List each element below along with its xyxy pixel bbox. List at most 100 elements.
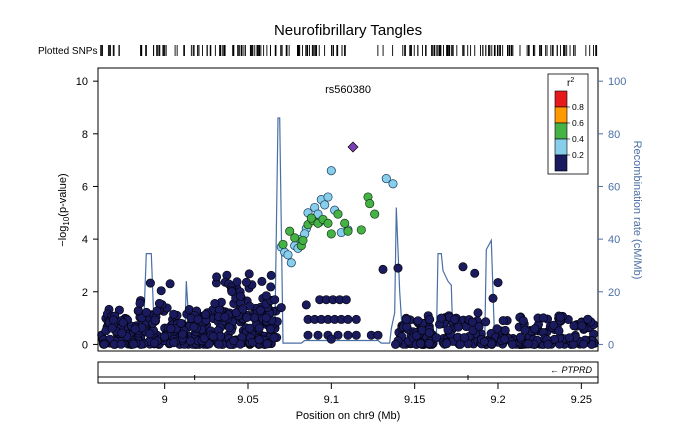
snp-track [100, 45, 598, 56]
legend-label: 0.8 [572, 102, 584, 112]
snp-point-low-ld [266, 282, 276, 292]
snp-point-low-ld [254, 335, 264, 345]
snp-point-low-ld [133, 306, 143, 316]
x-tick-label: 9.05 [237, 394, 258, 406]
snp-point-low-ld [431, 333, 441, 343]
snp-point-low-ld [424, 328, 434, 338]
snp-point-low-ld [152, 306, 162, 316]
y2-axis-label: Recombination rate (cM/Mb) [631, 141, 643, 280]
snp-point-low-ld [99, 339, 109, 349]
y-axis-label-suffix: (p-value) [57, 173, 69, 216]
recombination-line [98, 117, 598, 344]
snp-point-low-ld [261, 313, 271, 323]
x-tick-label: 9.2 [490, 394, 505, 406]
snp-point-low-ld [401, 314, 411, 324]
snp-point-mid-ld [320, 200, 330, 210]
snp-point-low-ld [261, 291, 271, 301]
y-axis-right: 0 20 40 60 80 100 [598, 76, 626, 351]
snp-point-low-ld [577, 321, 587, 331]
snp-point-low-ld [520, 325, 530, 335]
snp-point-low-ld [117, 328, 127, 338]
legend-label: 0.2 [572, 150, 584, 160]
y-tick-label: 8 [82, 129, 88, 141]
snp-point-mid-ld [388, 179, 398, 189]
snp-point-low-ld [270, 295, 280, 305]
snp-point-low-ld [303, 330, 313, 340]
snp-point-low-ld [154, 298, 164, 308]
ld-legend: r2 0.8 0.6 0.4 0.2 [547, 73, 589, 175]
chart-title: Neurofibrillary Tangles [274, 22, 422, 39]
snp-point-low-ld [436, 313, 446, 323]
y2-tick-label: 60 [608, 181, 620, 193]
snp-point-low-ld [193, 314, 203, 324]
snp-point-low-ld [343, 330, 353, 340]
snp-point-low-ld [227, 287, 237, 297]
y-axis-label-prefix: −log [57, 226, 69, 247]
snp-point-low-ld [166, 324, 176, 334]
snp-point-low-ld [208, 331, 218, 341]
snp-point-low-ld [107, 323, 117, 333]
legend-title-r: r [567, 78, 571, 89]
snp-point-low-ld [185, 336, 195, 346]
snp-point-low-ld [169, 338, 179, 348]
x-axis: 9 9.05 9.1 9.15 9.2 9.25 [162, 383, 592, 406]
snp-point-low-ld [507, 339, 517, 349]
snp-point-low-ld [538, 313, 548, 323]
snp-point-high-ld [370, 209, 380, 219]
snp-point-high-ld [356, 225, 366, 235]
snp-point-low-ld [523, 339, 533, 349]
snp-point-low-ld [459, 333, 469, 343]
snp-point-low-ld [142, 307, 152, 317]
snp-point-low-ld [458, 262, 468, 272]
snp-point-low-ld [578, 339, 588, 349]
snp-point-low-ld [156, 286, 166, 296]
snp-point-low-ld [390, 339, 400, 349]
snp-points [97, 141, 599, 349]
snp-point-low-ld [236, 291, 246, 301]
snp-point-low-ld [549, 320, 559, 330]
snp-point-low-ld [130, 324, 140, 334]
snp-point-low-ld [129, 339, 139, 349]
snp-point-low-ld [149, 338, 159, 348]
snp-point-low-ld [241, 277, 251, 287]
snp-point-mid-ld [286, 258, 296, 268]
snp-point-low-ld [244, 269, 254, 279]
snp-point-low-ld [564, 333, 574, 343]
snp-point-low-ld [135, 298, 145, 308]
legend-label: 0.4 [572, 134, 584, 144]
legend-title: r2 [567, 77, 574, 89]
snp-point-mid-ld [283, 250, 293, 260]
y-axis-label-sub: 10 [62, 216, 71, 225]
legend-swatch [554, 122, 568, 140]
snp-point-mid-ld [381, 174, 391, 184]
lead-snp-label: rs560380 [325, 84, 371, 96]
legend-swatch [554, 90, 568, 108]
legend-swatch [554, 138, 568, 156]
snp-point-low-ld [313, 330, 323, 340]
snp-point-low-ld [201, 310, 211, 320]
snp-point-low-ld [474, 322, 484, 332]
snp-point-low-ld [262, 339, 272, 349]
snp-point-low-ld [176, 318, 186, 328]
snp-point-low-ld [530, 324, 540, 334]
legend-frame [547, 73, 589, 175]
snp-point-low-ld [442, 339, 452, 349]
snp-point-low-ld [554, 326, 564, 336]
snp-point-low-ld [257, 276, 267, 286]
snp-point-low-ld [150, 315, 160, 325]
snp-point-low-ld [116, 339, 126, 349]
snp-point-low-ld [473, 308, 483, 318]
snp-point-low-ld [468, 317, 478, 327]
snp-point-high-ld [326, 229, 336, 239]
snp-point-low-ld [333, 330, 343, 340]
snp-point-high-ld [278, 239, 288, 249]
snp-point-low-ld [189, 322, 199, 332]
snp-point-low-ld [481, 317, 491, 327]
gene-label-ptprd: ← PTPRD [550, 365, 593, 375]
snp-point-high-ld [333, 209, 343, 219]
snp-point-low-ld [583, 314, 593, 324]
snp-point-low-ld [224, 322, 234, 332]
y-axis-label: −log10(p-value) [57, 173, 71, 246]
legend-title-sup: 2 [570, 77, 574, 84]
